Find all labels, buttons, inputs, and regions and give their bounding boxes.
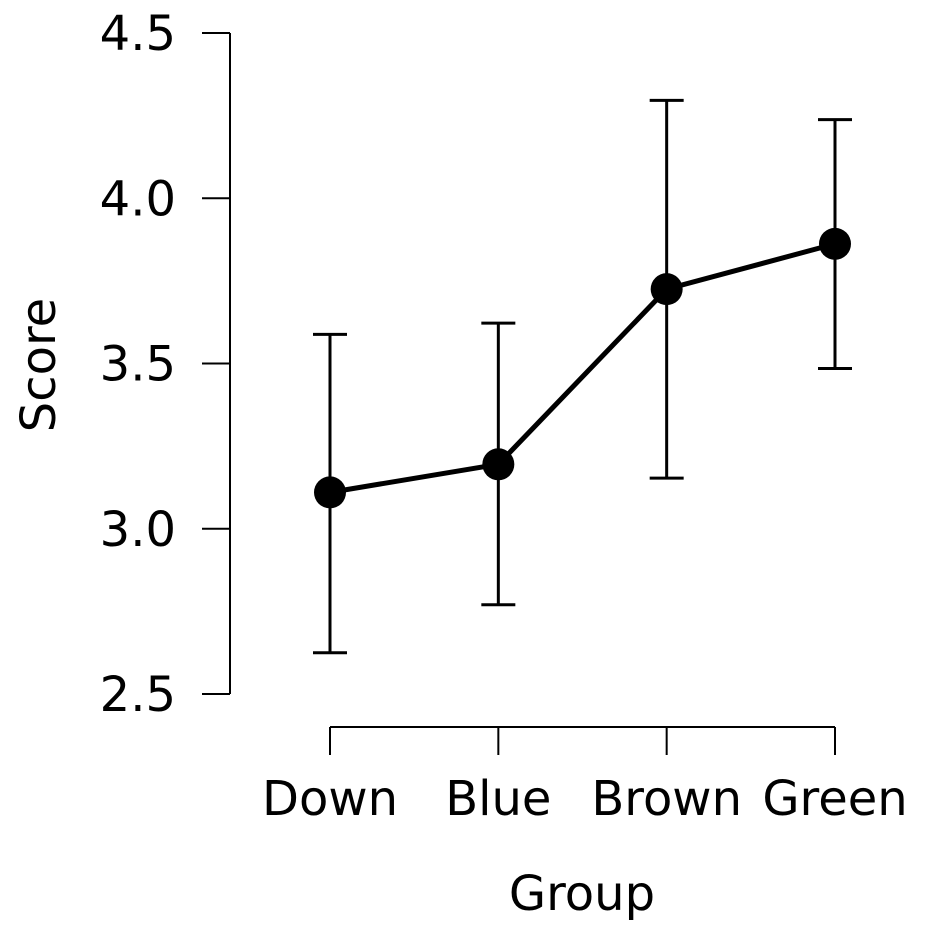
data-point	[482, 448, 515, 481]
y-tick-label: 2.5	[100, 667, 176, 723]
data-point	[819, 227, 851, 260]
x-tick-label: Blue	[445, 771, 551, 827]
y-tick-label: 4.0	[100, 171, 176, 227]
series-line	[329, 241, 836, 495]
y-axis-title: Score	[11, 298, 67, 432]
y-tick-label: 4.5	[100, 6, 176, 62]
x-tick-label: Brown	[591, 771, 742, 827]
x-tick-label: Down	[262, 771, 398, 827]
x-tick-label: Green	[762, 771, 907, 827]
data-point	[314, 476, 346, 509]
data-points	[314, 227, 851, 509]
series-polyline	[329, 241, 836, 495]
x-axis: Down Blue Brown Green	[262, 726, 908, 827]
y-tick-label: 3.0	[100, 502, 176, 558]
y-tick-label: 3.5	[100, 337, 176, 393]
y-axis: 2.5 3.0 3.5 4.0 4.5	[100, 6, 231, 723]
data-point	[650, 273, 683, 306]
x-axis-title: Group	[509, 866, 655, 922]
